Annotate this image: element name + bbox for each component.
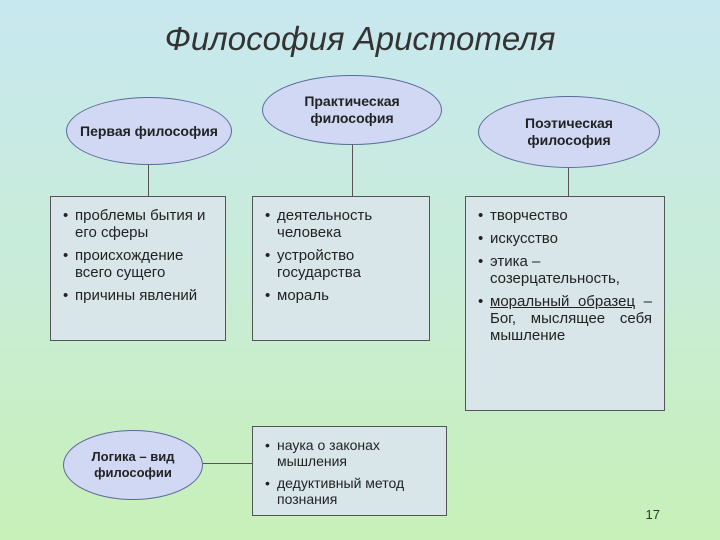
box-poetic-philosophy: творчество искусство этика – созерцательно… (465, 196, 665, 411)
ellipse-poetic-philosophy: Поэтическая философия (478, 96, 660, 168)
list-item: этика – созерцательность, (478, 253, 652, 287)
list-item: происхождение всего сущего (63, 247, 213, 281)
ellipse-first-philosophy: Первая философия (66, 97, 232, 165)
list-logic: наука о законах мышления дедуктивный мето… (265, 437, 434, 507)
slide-number: 17 (646, 507, 660, 522)
page-title: Философия Аристотеля (0, 20, 720, 58)
list-item: проблемы бытия и его сферы (63, 207, 213, 241)
list-item: мораль (265, 287, 417, 304)
list-item: дедуктивный метод познания (265, 475, 434, 507)
ellipse-practical-philosophy: Практическая философия (262, 75, 442, 145)
list-item: устройство государства (265, 247, 417, 281)
list-item: моральный образец – Бог, мыслящее себя м… (478, 293, 652, 344)
ellipse-label: Логика – вид философии (72, 449, 194, 480)
list-item: искусство (478, 230, 652, 247)
ellipse-logic: Логика – вид философии (63, 430, 203, 500)
ellipse-label: Поэтическая философия (487, 115, 651, 149)
list-poetic: творчество искусство этика – созерцательно… (478, 207, 652, 344)
underlined-text: моральный образец (490, 293, 635, 310)
connector-first (148, 165, 149, 196)
list-first: проблемы бытия и его сферы происхождение… (63, 207, 213, 304)
ellipse-label: Практическая философия (271, 93, 433, 127)
connector-practical (352, 145, 353, 196)
list-item: причины явлений (63, 287, 213, 304)
connector-poetic (568, 168, 569, 196)
connector-logic (203, 463, 252, 464)
list-item: творчество (478, 207, 652, 224)
ellipse-label: Первая философия (80, 123, 218, 140)
list-practical: деятельность человека устройство государ… (265, 207, 417, 304)
box-practical-philosophy: деятельность человека устройство государ… (252, 196, 430, 341)
list-item: наука о законах мышления (265, 437, 434, 469)
box-first-philosophy: проблемы бытия и его сферы происхождение… (50, 196, 226, 341)
list-item: деятельность человека (265, 207, 417, 241)
box-logic: наука о законах мышления дедуктивный мето… (252, 426, 447, 516)
